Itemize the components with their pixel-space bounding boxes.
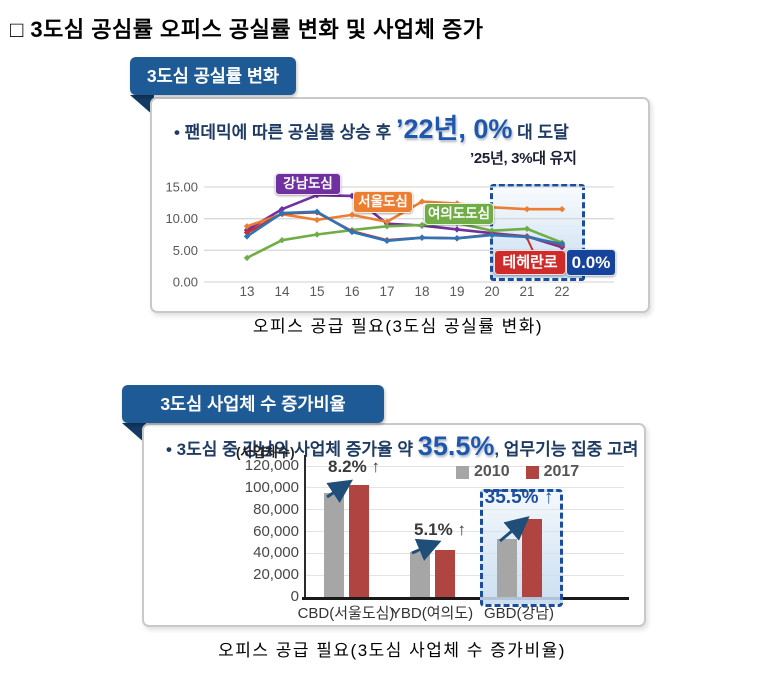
vacancy-panel: • 팬데믹에 따른 공실률 상승 후 ’22년, 0% 대 도달 ’25년, 3… [150,97,650,313]
category-label-gbd: GBD(강남) [483,605,555,622]
bar-cbd-2017 [349,484,369,597]
annotation-gbd-growth: 35.5% ↑ [484,487,554,508]
vacancy-caption: 오피스 공급 필요(3도심 공실률 변화) [252,317,544,336]
business-bullet-suffix: , 업무기능 집중 고려 [494,440,639,459]
legend-label-2017: 2017 [543,463,580,480]
series-label-gangnam: 강남도심 [275,173,341,195]
bar-y-axis-label: (사업체수) [236,445,295,460]
svg-text:19: 19 [449,284,464,299]
bar-ybd-2017 [435,549,455,597]
business-panel: • 3도심 중 강남의 사업체 증가율 약 35.5%, 업무기능 집중 고려 … [142,423,646,627]
bar-gbd-2010 [497,539,517,597]
annotation-ybd-growth: 5.1% ↑ [414,520,466,539]
svg-text:10.00: 10.00 [165,211,198,226]
vacancy-bullet-highlight: ’22년, 0% [395,114,513,144]
svg-text:16: 16 [344,284,359,299]
business-bullet-highlight: 35.5% [417,431,495,461]
bar-y-ticks: 0 20,000 40,000 60,000 80,000 100,000 120,000 [244,457,299,605]
bar-legend: 2010 2017 [456,463,579,481]
legend-label-2010: 2010 [474,463,510,480]
business-bullet-prefix: • 3도심 중 강남의 사업체 증가율 약 [166,440,418,459]
legend-swatch-2017 [525,465,539,479]
bar-x-axis [302,597,629,600]
bar-cbd-2010 [324,493,344,597]
vacancy-bullet-prefix: • 팬데믹에 따른 공실률 상승 후 [174,123,396,142]
vacancy-bullet: • 팬데믹에 따른 공실률 상승 후 ’22년, 0% 대 도달 [174,107,569,146]
svg-text:5.00: 5.00 [173,243,198,258]
value-badge: 0.0% [566,249,616,276]
svg-text:17: 17 [379,284,394,299]
forecast-annotation: ’25년, 3%대 유지 [470,150,577,167]
gbd-highlight-box [480,489,563,607]
series-label-yeouido: 여의도도심 [424,203,494,225]
svg-text:15: 15 [309,284,324,299]
category-label-ybd: YBD(여의도) [390,605,474,622]
bar-y-axis [304,455,306,598]
legend-item-2017: 2017 [525,463,580,481]
category-label-cbd: CBD(서울도심) [297,605,395,622]
series-label-teheran: 테헤란로 [494,250,566,275]
page-title: □ 3도심 공심률 오피스 공실률 변화 및 사업체 증가 [10,17,484,42]
series-label-seoul: 서울도심 [353,191,413,213]
vacancy-bullet-suffix: 대 도달 [512,123,569,142]
svg-text:22: 22 [554,284,569,299]
svg-text:20: 20 [484,284,499,299]
svg-text:14: 14 [274,284,290,299]
bar-gbd-2017 [522,518,542,597]
legend-item-2010: 2010 [456,463,510,481]
svg-text:13: 13 [239,284,254,299]
business-bullet: • 3도심 중 강남의 사업체 증가율 약 35.5%, 업무기능 집중 고려 [166,431,638,462]
svg-text:18: 18 [414,284,429,299]
svg-text:15.00: 15.00 [165,180,198,195]
annotation-cbd-growth: 8.2% ↑ [328,457,380,476]
business-caption: 오피스 공급 필요(3도심 사업체 수 증가비율) [218,641,566,660]
svg-text:0.00: 0.00 [173,275,198,290]
legend-swatch-2010 [456,465,469,479]
bar-ybd-2010 [410,552,430,597]
business-panel-tab: 3도심 사업체 수 증가비율 [122,385,384,423]
svg-text:21: 21 [519,284,534,299]
vacancy-panel-tab: 3도심 공실률 변화 [130,57,296,95]
